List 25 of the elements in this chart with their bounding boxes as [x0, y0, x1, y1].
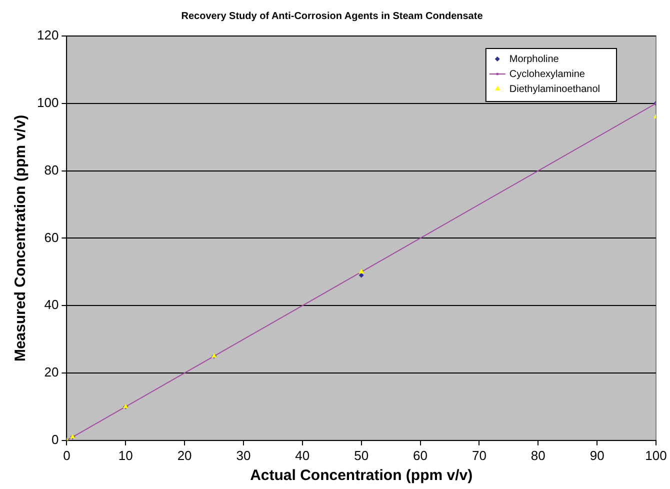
x-tick-label: 50 — [354, 448, 369, 463]
x-tick-label: 20 — [177, 448, 192, 463]
x-tick-label: 10 — [118, 448, 133, 463]
y-axis-title: Measured Concentration (ppm v/v) — [12, 114, 30, 362]
x-tick-label: 60 — [413, 448, 428, 463]
chart-title: Recovery Study of Anti-Corrosion Agents in Steam Condensate — [181, 10, 484, 22]
x-tick-label: 70 — [472, 448, 486, 463]
x-tick-label: 80 — [530, 448, 546, 463]
x-tick-label: 0 — [63, 448, 70, 463]
y-tick-label: 80 — [44, 162, 59, 178]
y-tick-label: 20 — [44, 364, 59, 380]
y-tick-label: 0 — [51, 432, 59, 447]
x-tick-label: 30 — [236, 448, 251, 463]
y-tick-label: 40 — [44, 297, 59, 312]
legend-label: Cyclohexylamine — [509, 68, 586, 80]
y-tick-label: 100 — [36, 94, 59, 110]
y-tick-label: 120 — [36, 28, 59, 43]
y-tick-label: 60 — [44, 230, 59, 245]
x-axis-title: Actual Concentration (ppm v/v) — [250, 467, 473, 484]
x-tick-label: 40 — [295, 448, 310, 463]
legend-label: Morpholine — [509, 54, 560, 65]
x-tick-label: 100 — [645, 448, 667, 463]
legend-label: Diethylaminoethanol — [509, 84, 600, 95]
x-tick-label: 90 — [590, 448, 604, 463]
point — [358, 272, 364, 278]
